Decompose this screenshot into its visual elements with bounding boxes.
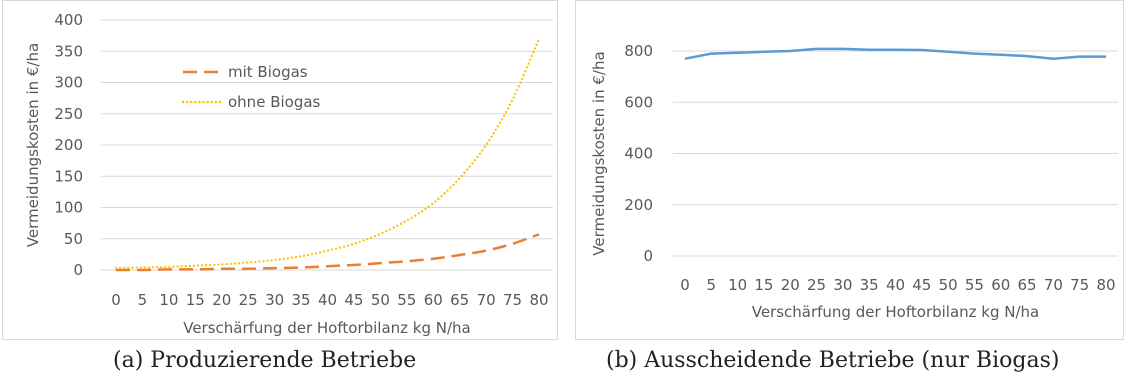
- chart-panel-b: 0 200 400 600 800 0 5 10 15 20 25 30 35 40 45 50 55 60 65 7…: [575, 0, 1124, 340]
- x-tick-label: 60: [424, 291, 443, 309]
- y-tick-label: 150: [54, 167, 83, 185]
- x-tick-label: 55: [965, 276, 984, 294]
- y-tick-label: 400: [54, 11, 83, 29]
- x-tick-label: 20: [781, 276, 800, 294]
- y-tick-label: 350: [54, 42, 83, 60]
- x-tick-label: 80: [529, 291, 548, 309]
- y-tick-label: 600: [624, 93, 653, 111]
- y-tick-label: 50: [64, 230, 83, 248]
- y-tick-label: 250: [54, 105, 83, 123]
- series-line-2: [114, 37, 541, 270]
- chart-panel-a: 0 50 100 150 200 250 300 350 400 0 5 10 15 20 25 30 35 40…: [2, 0, 558, 340]
- y-tick-label: 400: [624, 145, 653, 163]
- caption-a: (a) Produzierende Betriebe: [113, 348, 417, 373]
- x-tick-label: 65: [450, 291, 469, 309]
- y-tick-label: 100: [54, 199, 83, 217]
- series-line-1: [115, 233, 540, 272]
- legend-label-2: ohne Biogas: [228, 93, 321, 111]
- y-tick-label: 200: [54, 136, 83, 154]
- x-tick-label: 25: [239, 291, 258, 309]
- x-tick-label: 10: [159, 291, 178, 309]
- x-tick-label: 70: [477, 291, 496, 309]
- y-tick-label: 0: [73, 261, 83, 279]
- x-tick-label: 30: [833, 276, 852, 294]
- x-tick-label: 65: [1018, 276, 1037, 294]
- x-axis-title: Verschärfung der Hoftorbilanz kg N/ha: [183, 319, 471, 337]
- x-tick-label: 25: [807, 276, 826, 294]
- x-tick-label: 40: [318, 291, 337, 309]
- y-axis-title: Vermeidungskosten in €/ha: [24, 43, 42, 247]
- y-axis-title: Vermeidungskosten in €/ha: [590, 51, 608, 255]
- x-tick-label: 45: [912, 276, 931, 294]
- y-tick-label: 800: [624, 42, 653, 60]
- x-tick-label: 40: [886, 276, 905, 294]
- x-tick-label: 75: [503, 291, 522, 309]
- x-tick-label: 5: [138, 291, 148, 309]
- caption-b: (b) Ausscheidende Betriebe (nur Biogas): [606, 348, 1060, 373]
- legend-label-1: mit Biogas: [228, 63, 308, 81]
- x-tick-label: 80: [1096, 276, 1115, 294]
- x-tick-label: 35: [292, 291, 311, 309]
- x-tick-label: 50: [939, 276, 958, 294]
- x-tick-label: 55: [397, 291, 416, 309]
- x-tick-label: 35: [860, 276, 879, 294]
- x-tick-label: 50: [371, 291, 390, 309]
- x-tick-label: 15: [754, 276, 773, 294]
- x-tick-label: 5: [707, 276, 717, 294]
- y-tick-label: 200: [624, 196, 653, 214]
- x-axis-title: Verschärfung der Hoftorbilanz kg N/ha: [752, 303, 1040, 321]
- x-tick-label: 0: [680, 276, 690, 294]
- y-tick-label: 0: [643, 247, 653, 265]
- series-line-1: [684, 47, 1106, 60]
- x-tick-label: 75: [1070, 276, 1089, 294]
- x-tick-label: 45: [344, 291, 363, 309]
- y-tick-label: 300: [54, 74, 83, 92]
- x-tick-label: 15: [186, 291, 205, 309]
- x-tick-label: 70: [1044, 276, 1063, 294]
- x-tick-label: 0: [111, 291, 121, 309]
- x-tick-label: 60: [991, 276, 1010, 294]
- x-tick-label: 20: [212, 291, 231, 309]
- x-tick-label: 10: [728, 276, 747, 294]
- x-tick-label: 30: [265, 291, 284, 309]
